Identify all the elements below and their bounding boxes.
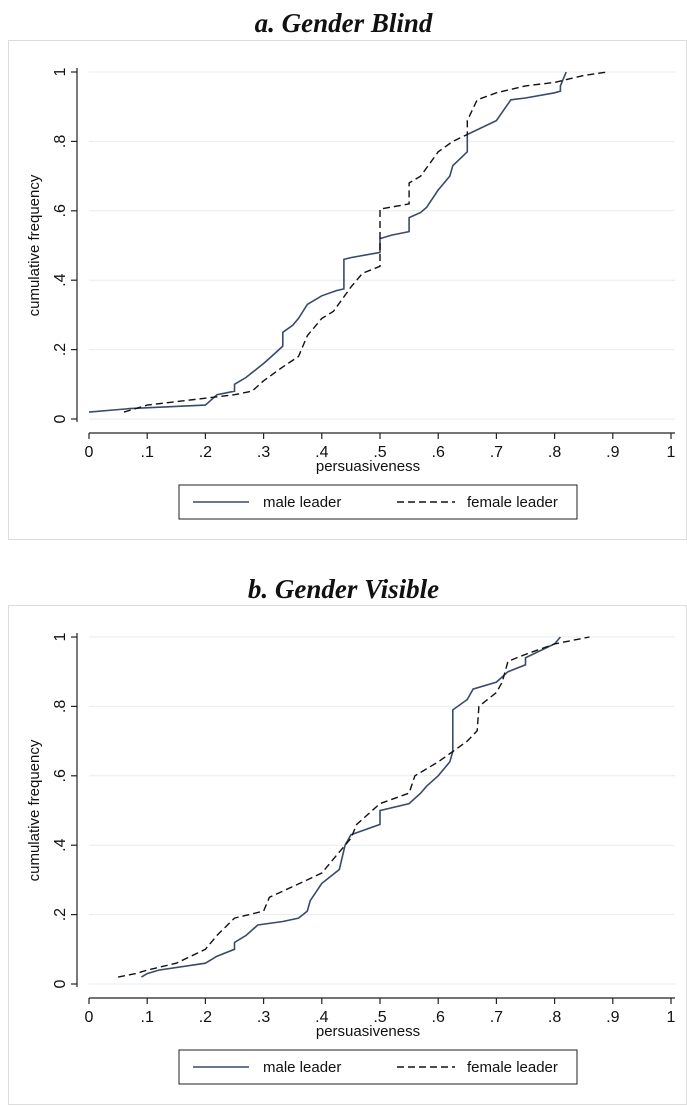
charta-y-axis-title: cumulative frequency <box>26 174 43 316</box>
charta-y-tick-label: .4 <box>52 273 69 286</box>
chartb-x-axis-title: persuasiveness <box>316 1023 420 1040</box>
charta-x-tick-label: .8 <box>548 444 561 461</box>
charta-x-tick-label: 1 <box>667 444 676 461</box>
chartb-series-male-leader-line <box>140 636 562 978</box>
chartb-y-tick-label: .2 <box>52 908 69 921</box>
chartb-x-tick-label: .5 <box>373 1009 386 1026</box>
charta-x-tick-label: .5 <box>373 444 386 461</box>
charta-x-tick-label: .6 <box>432 444 445 461</box>
chartb-x-tick-label: .8 <box>548 1009 561 1026</box>
charta-y-tick-label: 0 <box>52 414 69 423</box>
chartb-x-tick-label: .4 <box>315 1009 328 1026</box>
charta-y-tick-label: .2 <box>52 343 69 356</box>
charta-x-tick-label: .4 <box>315 444 328 461</box>
charta-x-tick-label: .7 <box>490 444 503 461</box>
chartb-x-tick-label: .6 <box>432 1009 445 1026</box>
chartb-y-tick-label: .4 <box>52 838 69 851</box>
chartb-x-tick-label: 0 <box>85 1009 94 1026</box>
chartb-x-tick-label: .3 <box>257 1009 270 1026</box>
chartb-legend-label-female-leader: female leader <box>467 1059 558 1076</box>
chart-a-title: a. Gender Blind <box>254 8 433 38</box>
chartb-x-tick-label: .9 <box>606 1009 619 1026</box>
charta-series-female-leader-line <box>123 71 608 413</box>
charta-x-tick-label: .9 <box>606 444 619 461</box>
chart-a-svg: 0 .2 .4 .6 .8 1 0 .1 .2 .3 .4 .5 .6 .7 .8 .9 1 persuasive… <box>26 67 676 520</box>
chart-b-svg: 0 .2 .4 .6 .8 1 0 .1 .2 .3 .4 .5 .6 .7 .8 .9 1 persuasive… <box>26 632 676 1085</box>
charta-y-tick-label: .6 <box>52 204 69 217</box>
chart-b-title: b. Gender Visible <box>247 574 440 604</box>
chartb-x-tick-label: .2 <box>199 1009 212 1026</box>
charta-y-tick-label: 1 <box>52 67 69 76</box>
charta-x-tick-label: 0 <box>85 444 94 461</box>
chartb-y-tick-label: .6 <box>52 769 69 782</box>
charta-x-tick-label: .1 <box>141 444 154 461</box>
charta-x-tick-label: .2 <box>199 444 212 461</box>
chartb-y-tick-label: .8 <box>52 700 69 713</box>
charta-series-male-leader-line <box>88 71 567 413</box>
charta-legend-label-male-leader: male leader <box>263 494 341 511</box>
chartb-series-female-leader-line <box>117 636 590 978</box>
chartb-y-tick-label: 0 <box>52 979 69 988</box>
chartb-legend-label-male-leader: male leader <box>263 1059 341 1076</box>
chartb-y-tick-label: 1 <box>52 632 69 641</box>
charta-y-tick-label: .8 <box>52 135 69 148</box>
chartb-y-axis-title: cumulative frequency <box>26 739 43 881</box>
chartb-x-tick-label: .7 <box>490 1009 503 1026</box>
charta-legend-label-female-leader: female leader <box>467 494 558 511</box>
chart-a-container: 0 .2 .4 .6 .8 1 0 .1 .2 .3 .4 .5 .6 .7 .8 .9 1 persuasive… <box>8 40 687 540</box>
chartb-x-tick-label: 1 <box>667 1009 676 1026</box>
chartb-x-tick-label: .1 <box>141 1009 154 1026</box>
charta-x-tick-label: .3 <box>257 444 270 461</box>
chart-b-container: 0 .2 .4 .6 .8 1 0 .1 .2 .3 .4 .5 .6 .7 .8 .9 1 persuasive… <box>8 605 687 1105</box>
charta-x-axis-title: persuasiveness <box>316 458 420 475</box>
